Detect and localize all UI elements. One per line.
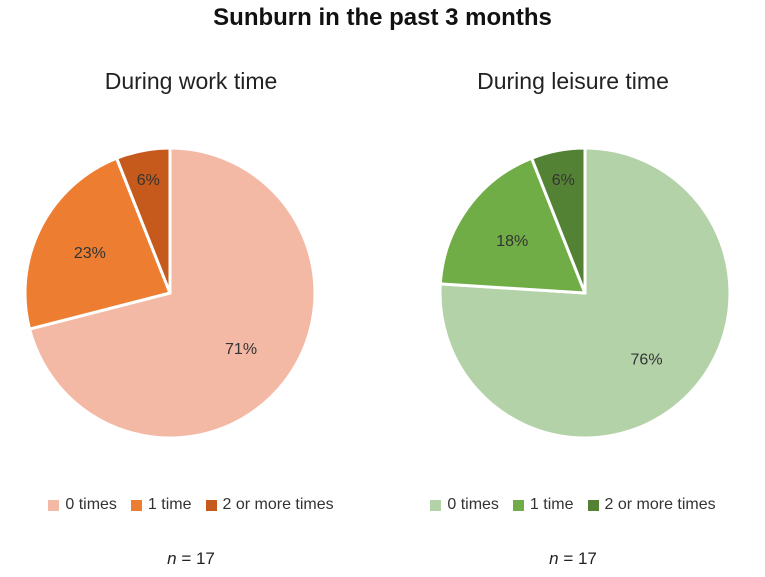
legend-label: 0 times (447, 496, 499, 513)
legend-work: 0 times 1 time 2 or more times (0, 496, 382, 514)
n-symbol: n (549, 549, 559, 568)
pie-chart-leisure: 76% 18% 6% (438, 146, 732, 440)
pie-panel-leisure: During leisure time 76% 18% 6% 0 times 1 t… (382, 60, 764, 577)
slice-label-0-times: 76% (631, 352, 663, 369)
chart-title: Sunburn in the past 3 months (213, 4, 552, 31)
legend-leisure: 0 times 1 time 2 or more times (382, 496, 764, 514)
legend-label: 1 time (147, 496, 192, 513)
legend-item-1-time: 1 time (512, 496, 574, 514)
pie-slice-2-or-more-times (115, 146, 172, 295)
pie-chart-work: 71% 23% 6% (23, 146, 317, 440)
n-value: = 17 (181, 549, 215, 568)
legend-label: 1 time (529, 496, 574, 513)
slice-label-2-or-more-times: 6% (137, 172, 160, 189)
legend-swatch (48, 499, 60, 511)
pie-slice-0-times (28, 146, 317, 440)
pie-slice-1-time (438, 156, 587, 295)
pie-panel-work: During work time 71% 23% 6% 0 times 1 time… (0, 60, 382, 577)
legend-item-1-time: 1 time (130, 496, 192, 514)
legend-item-2-or-more-times: 2 or more times (205, 496, 334, 514)
pie-title-leisure: During leisure time (477, 68, 669, 94)
pie-slice-2-or-more-times (530, 146, 587, 295)
legend-swatch (205, 499, 217, 511)
legend-swatch (512, 499, 524, 511)
pie-slice-1-time (23, 156, 172, 331)
slice-label-0-times: 71% (225, 341, 257, 358)
legend-swatch (587, 499, 599, 511)
legend-item-0-times: 0 times (430, 496, 499, 514)
n-value: = 17 (563, 549, 597, 568)
slice-label-1-time: 23% (74, 245, 106, 262)
legend-swatch (130, 499, 142, 511)
sample-size-leisure: n = 17 (382, 549, 764, 569)
legend-swatch (430, 499, 442, 511)
sample-size-work: n = 17 (0, 549, 382, 569)
legend-label: 0 times (65, 496, 117, 513)
n-symbol: n (167, 549, 177, 568)
slice-label-2-or-more-times: 6% (552, 172, 575, 189)
legend-label: 2 or more times (604, 496, 716, 513)
legend-item-2-or-more-times: 2 or more times (587, 496, 716, 514)
pie-title-work: During work time (104, 68, 278, 94)
slice-label-1-time: 18% (496, 233, 528, 250)
legend-label: 2 or more times (222, 496, 334, 513)
legend-item-0-times: 0 times (48, 496, 117, 514)
